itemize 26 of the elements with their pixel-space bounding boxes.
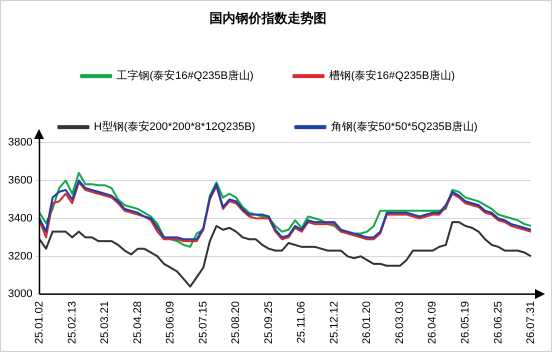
x-tick-label: 25.12.12 [328, 301, 340, 344]
x-tick-label: 26.07.31 [525, 301, 538, 344]
x-tick-label: 26.01.20 [361, 301, 374, 344]
x-tick-label: 25.11.06 [296, 301, 308, 344]
chart-title: 国内钢价指数走势图 [210, 10, 326, 26]
y-tick-label: 3000 [8, 288, 32, 300]
legend-label: 角钢(泰安50*50*5Q235B唐山) [330, 120, 478, 134]
y-tick-label: 3400 [8, 212, 32, 224]
x-tick-label: 26.06.25 [492, 301, 504, 344]
x-tick-label: 25.03.21 [99, 301, 112, 344]
x-tick-label: 26.03.03 [394, 301, 406, 344]
x-tick-label: 26.04.09 [426, 301, 439, 344]
x-tick-label: 26.05.19 [459, 301, 472, 344]
legend-label: 工字钢(泰安16#Q235B唐山) [116, 69, 254, 82]
y-tick-label: 3600 [8, 174, 32, 187]
x-tick-label: 25.02.13 [66, 301, 78, 344]
y-tick-label: 3200 [8, 250, 32, 262]
legend-label: 槽钢(泰安16#Q235B唐山) [329, 69, 455, 82]
x-tick-label: 25.01.02 [34, 301, 46, 344]
x-tick-label: 25.08.20 [230, 301, 242, 344]
legend-label: H型钢(泰安200*200*8*12Q235B) [94, 120, 256, 134]
x-tick-label: 25.09.25 [262, 301, 275, 344]
x-tick-label: 25.06.09 [164, 301, 177, 344]
y-tick-label: 3800 [8, 136, 32, 149]
x-tick-label: 25.04.28 [132, 301, 144, 344]
x-tick-label: 25.07.15 [197, 301, 210, 344]
